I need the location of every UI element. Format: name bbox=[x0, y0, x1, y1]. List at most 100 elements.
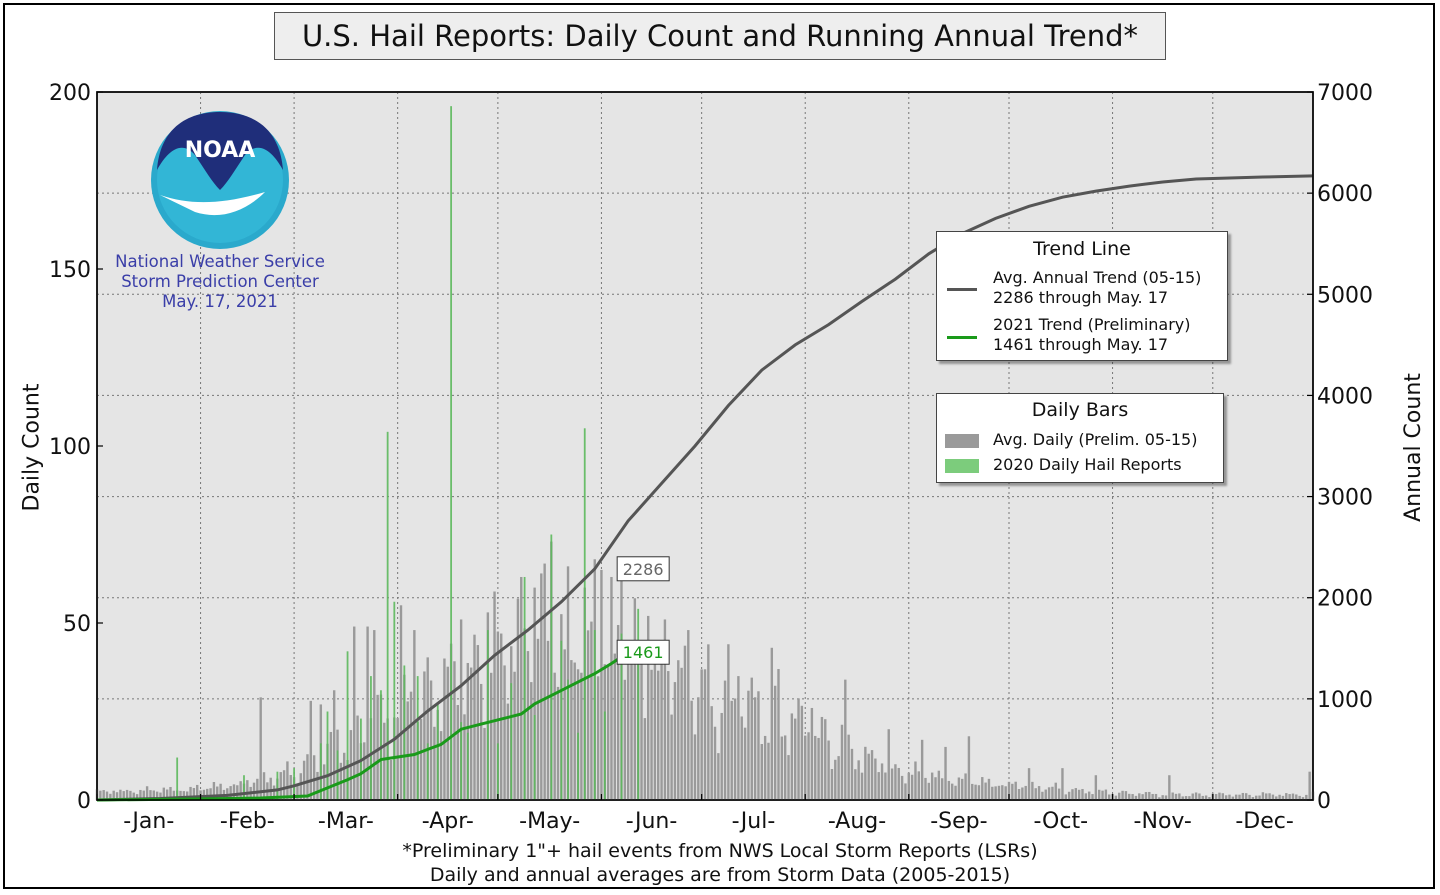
avg-daily-bar bbox=[697, 697, 700, 800]
avg-daily-bar bbox=[1007, 781, 1011, 800]
avg-daily-bar bbox=[917, 771, 921, 800]
avg-daily-bar bbox=[1174, 793, 1178, 800]
avg-daily-bar bbox=[1248, 794, 1251, 800]
avg-daily-bar bbox=[633, 598, 637, 800]
avg-daily-bar bbox=[159, 792, 162, 800]
trend-marker-box bbox=[616, 639, 670, 665]
avg-daily-bar bbox=[1144, 792, 1148, 800]
avg-daily-bar bbox=[824, 719, 827, 800]
avg-daily-bar bbox=[977, 785, 981, 800]
avg-daily-bar bbox=[496, 631, 500, 800]
avg-daily-bar bbox=[1231, 796, 1235, 800]
avg-daily-bar bbox=[720, 712, 723, 800]
avg-daily-bar bbox=[1181, 796, 1184, 800]
trend-legend: Trend Line Avg. Annual Trend (05-15) 228… bbox=[936, 231, 1228, 361]
avg-daily-bar bbox=[463, 714, 466, 800]
avg-daily-bar bbox=[586, 630, 590, 800]
avg-daily-bar bbox=[747, 690, 750, 800]
avg-daily-bar bbox=[961, 778, 964, 800]
avg-daily-bar bbox=[286, 761, 289, 800]
avg-daily-bar bbox=[710, 706, 713, 800]
daily-2020-bar bbox=[603, 711, 606, 800]
noaa-org-name: National Weather Service Storm Predictio… bbox=[100, 252, 340, 312]
avg-daily-bar bbox=[590, 621, 593, 800]
avg-daily-bar bbox=[987, 778, 991, 800]
avg-daily-bar bbox=[1258, 795, 1261, 800]
left-tick-label: 0 bbox=[77, 789, 91, 814]
x-tick-label: -Apr- bbox=[422, 809, 474, 834]
cur-trend-label-1: 2021 Trend (Preliminary) bbox=[993, 315, 1191, 334]
avg-daily-bar bbox=[456, 705, 459, 800]
avg-daily-bar bbox=[343, 752, 346, 800]
avg-daily-bar bbox=[413, 630, 416, 800]
bars-legend: Daily Bars Avg. Daily (Prelim. 05-15) 20… bbox=[936, 393, 1224, 483]
avg-daily-bar bbox=[827, 740, 830, 800]
avg-daily-bar bbox=[543, 563, 546, 800]
avg-daily-bar bbox=[469, 667, 473, 800]
avg-daily-bar bbox=[506, 703, 510, 800]
avg-daily-bar bbox=[1134, 795, 1138, 800]
x-tick-label: -Oct- bbox=[1034, 809, 1089, 834]
avg-daily-bar bbox=[396, 717, 399, 800]
avg-daily-bar bbox=[1275, 796, 1278, 800]
avg-daily-bar bbox=[910, 774, 914, 800]
avg-daily-bar bbox=[1074, 788, 1078, 800]
avg-daily-bar bbox=[439, 731, 443, 800]
avg-daily-bar bbox=[353, 626, 356, 800]
avg-daily-bar bbox=[1118, 792, 1121, 800]
avg-daily-bar bbox=[1108, 794, 1111, 800]
avg-daily-bar bbox=[112, 790, 115, 800]
cur-bar-label: 2020 Daily Hail Reports bbox=[993, 455, 1182, 474]
avg-daily-bar bbox=[1011, 783, 1014, 800]
avg-daily-bar bbox=[1184, 796, 1188, 800]
avg-daily-bar bbox=[453, 661, 456, 800]
avg-bar-swatch bbox=[945, 434, 979, 448]
daily-2020-bar bbox=[176, 757, 179, 800]
avg-daily-bar bbox=[1084, 793, 1088, 800]
avg-daily-bar bbox=[1164, 795, 1168, 800]
avg-daily-bar bbox=[683, 645, 687, 800]
daily-2020-bar bbox=[460, 722, 463, 800]
avg-daily-bar bbox=[105, 791, 109, 800]
avg-daily-bar bbox=[626, 661, 630, 800]
avg-daily-bar bbox=[1124, 791, 1128, 800]
avg-daily-bar bbox=[690, 700, 693, 800]
right-axis-title: Annual Count bbox=[1400, 373, 1426, 522]
avg-daily-bar bbox=[139, 789, 142, 800]
avg-daily-bar bbox=[700, 669, 703, 800]
avg-daily-bar bbox=[660, 650, 663, 800]
avg-daily-bar bbox=[727, 644, 730, 800]
avg-daily-bar bbox=[563, 649, 566, 800]
avg-daily-bar bbox=[239, 781, 242, 800]
avg-daily-bar bbox=[206, 788, 209, 800]
avg-daily-bar bbox=[1091, 794, 1094, 800]
avg-daily-bar bbox=[997, 785, 1001, 800]
avg-daily-bar bbox=[152, 790, 155, 800]
avg-daily-bar bbox=[757, 691, 760, 800]
avg-daily-bar bbox=[1067, 791, 1071, 800]
trend-markers: 2286 1461 bbox=[616, 556, 670, 665]
avg-daily-bar bbox=[1265, 793, 1268, 800]
x-tick-label: -Dec- bbox=[1235, 809, 1293, 834]
avg-daily-bar bbox=[256, 778, 259, 800]
avg-daily-bar bbox=[733, 698, 737, 800]
daily-2020-bar bbox=[326, 711, 329, 800]
avg-daily-bar bbox=[383, 722, 386, 800]
avg-daily-bar bbox=[500, 633, 503, 800]
right-axis-ticks: 0 1000 2000 3000 4000 5000 6000 7000 bbox=[1307, 81, 1373, 814]
avg-daily-bar bbox=[1188, 796, 1191, 800]
x-tick-label: -Mar- bbox=[318, 809, 374, 834]
avg-daily-bar bbox=[616, 625, 620, 800]
daily-2020-bars bbox=[176, 106, 640, 800]
avg-daily-bar bbox=[940, 778, 944, 800]
footnote-line1: *Preliminary 1"+ hail events from NWS Lo… bbox=[402, 840, 1038, 862]
daily-2020-bar bbox=[336, 750, 339, 800]
avg-daily-bar bbox=[650, 669, 653, 800]
noaa-logo-text: NOAA bbox=[185, 138, 256, 163]
daily-2020-bar bbox=[416, 676, 419, 800]
avg-daily-bar bbox=[466, 662, 470, 800]
avg-daily-bar bbox=[1308, 771, 1311, 800]
daily-2020-bar bbox=[550, 534, 553, 800]
avg-daily-bar bbox=[914, 761, 917, 800]
trend-marker-label: 2286 bbox=[623, 560, 664, 579]
